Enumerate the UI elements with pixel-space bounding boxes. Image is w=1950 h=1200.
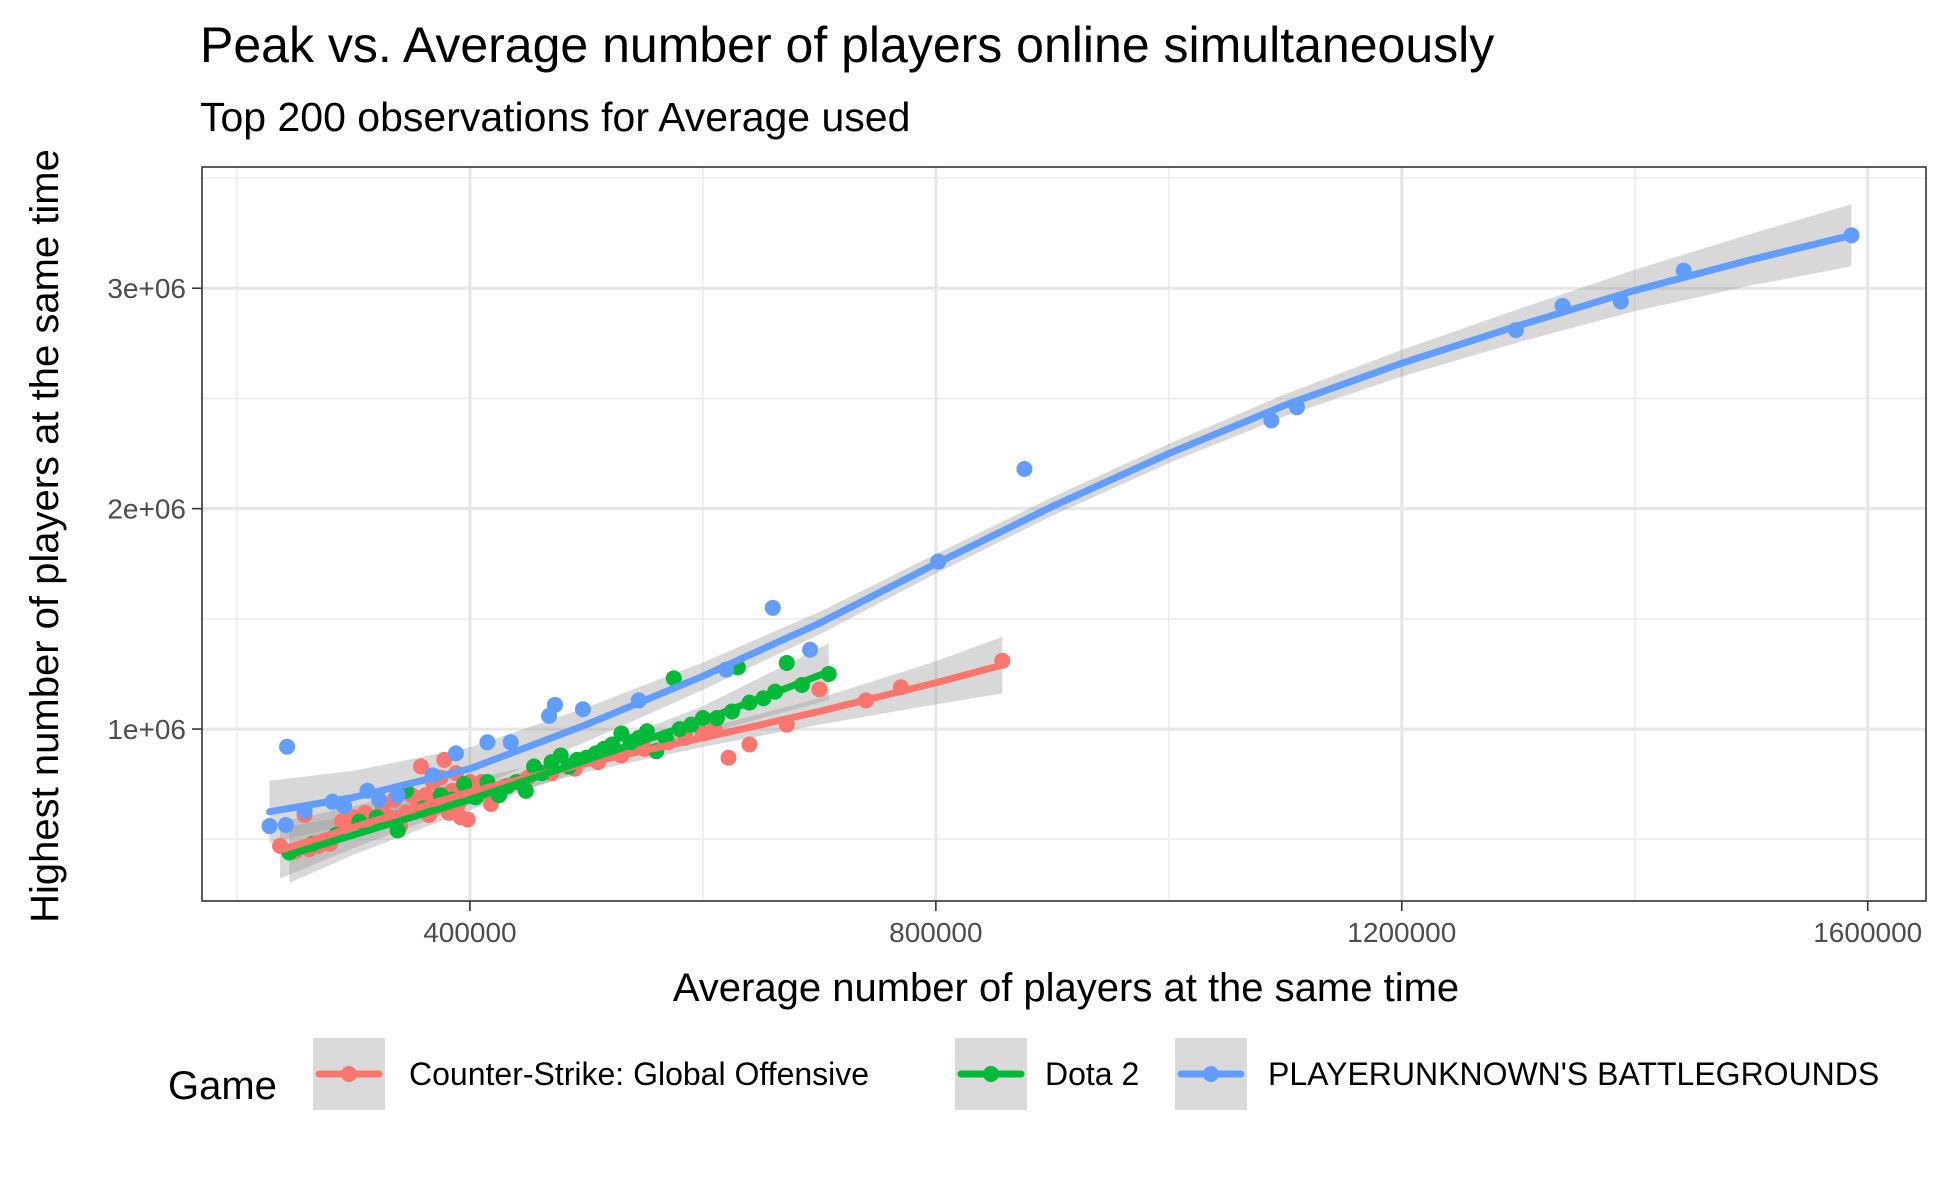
legend-key-point	[341, 1066, 357, 1082]
data-point	[436, 751, 453, 768]
legend-items: Counter-Strike: Global Offensive Dota 2 PL…	[313, 1038, 1879, 1110]
data-point	[479, 734, 496, 751]
data-point	[389, 822, 406, 839]
y-tick-label: 3e+06	[107, 273, 186, 304]
grid-major	[202, 167, 1926, 901]
legend-title: Game	[168, 1064, 277, 1108]
data-point	[277, 816, 294, 833]
y-tick-label: 1e+06	[107, 714, 186, 745]
data-point	[1016, 460, 1033, 477]
data-point	[802, 641, 819, 658]
x-tick-label: 400000	[423, 917, 516, 948]
data-point	[502, 734, 519, 751]
data-point	[459, 811, 476, 828]
data-point	[1263, 412, 1280, 429]
confidence-band	[280, 636, 1003, 879]
data-point	[552, 747, 569, 764]
chart-title: Peak vs. Average number of players onlin…	[200, 17, 1494, 73]
legend-key-point	[983, 1066, 999, 1082]
data-point	[412, 758, 429, 775]
y-tick-label: 2e+06	[107, 494, 186, 525]
data-point	[517, 782, 534, 799]
fit-line	[266, 231, 1855, 816]
data-point	[389, 787, 406, 804]
plot-area	[201, 166, 1927, 902]
x-axis: 400000 800000 1200000 1600000	[423, 901, 1922, 948]
legend-key-point	[1203, 1066, 1219, 1082]
y-axis: 1e+06 2e+06 3e+06	[107, 273, 202, 745]
fit-line	[285, 668, 833, 859]
chart-subtitle: Top 200 observations for Average used	[200, 94, 910, 140]
legend-label: Dota 2	[1045, 1056, 1139, 1092]
data-point	[574, 701, 591, 718]
x-tick-label: 1200000	[1347, 917, 1456, 948]
legend-label: PLAYERUNKNOWN'S BATTLEGROUNDS	[1268, 1056, 1879, 1092]
legend: Game Counter-Strike: Global Offensive Dot…	[168, 1038, 1879, 1110]
y-axis-title: Highest number of players at the same ti…	[23, 149, 67, 923]
data-point	[811, 681, 828, 698]
data-point	[546, 696, 563, 713]
data-point	[778, 654, 795, 671]
data-point	[764, 599, 781, 616]
data-point	[261, 818, 278, 835]
fit-lines	[266, 231, 1855, 859]
data-point	[417, 787, 434, 804]
plot-border	[201, 166, 1927, 902]
data-point	[665, 670, 682, 687]
fit-line	[276, 661, 1006, 854]
x-tick-label: 800000	[889, 917, 982, 948]
legend-label: Counter-Strike: Global Offensive	[409, 1056, 869, 1092]
data-point	[456, 776, 473, 793]
data-point	[741, 736, 758, 753]
data-point	[720, 749, 737, 766]
data-point	[447, 745, 464, 762]
x-tick-label: 1600000	[1813, 917, 1922, 948]
confidence-band	[269, 204, 1852, 843]
x-axis-title: Average number of players at the same ti…	[673, 966, 1459, 1010]
data-point	[279, 738, 296, 755]
